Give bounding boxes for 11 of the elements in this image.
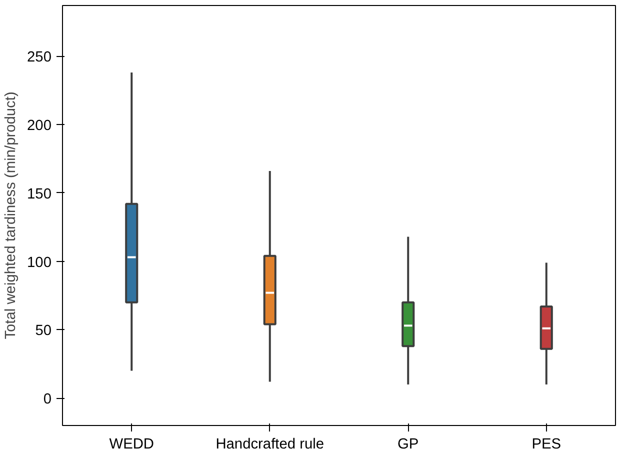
- y-axis-title: Total weighted tardiness (min/product): [3, 92, 20, 340]
- x-tick-label: Handcrafted rule: [216, 436, 324, 452]
- y-tick-label: 250: [27, 50, 52, 66]
- y-tick-label: 150: [27, 186, 52, 202]
- y-tick-label: 200: [27, 118, 52, 134]
- y-tick-label: 100: [27, 254, 52, 271]
- x-tick-label: PES: [532, 436, 562, 452]
- x-tick-label: GP: [398, 436, 419, 452]
- y-tick-label: 0: [43, 392, 52, 408]
- y-tick-label: 50: [35, 323, 52, 340]
- x-tick-label: WEDD: [109, 436, 154, 452]
